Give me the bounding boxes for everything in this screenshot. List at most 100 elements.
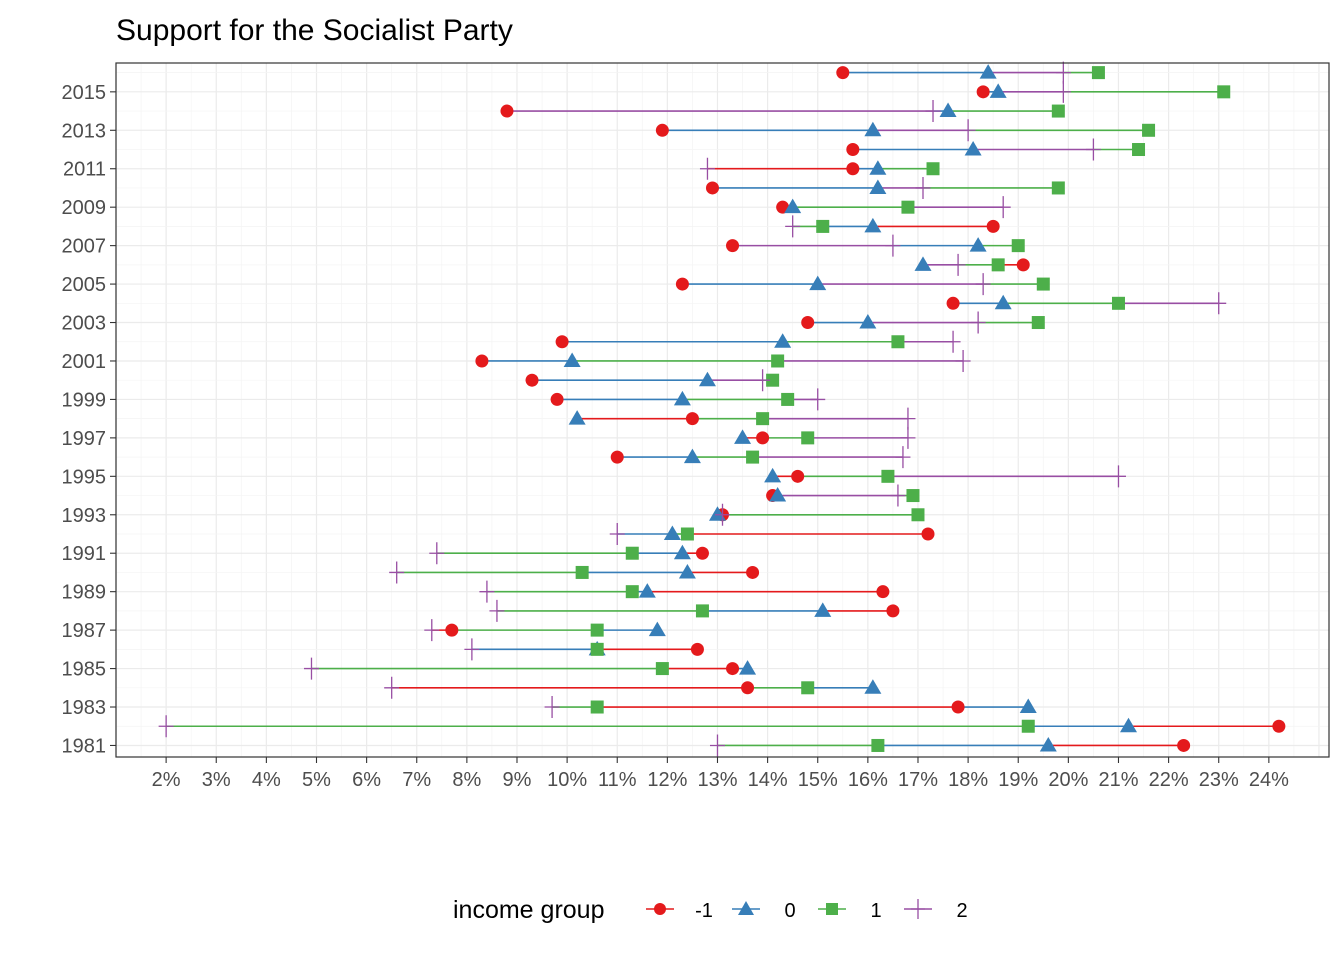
point-income-1 <box>695 604 709 618</box>
x-tick-label: 3% <box>202 769 231 791</box>
point-income-2 <box>715 503 730 526</box>
x-tick-label: 16% <box>848 769 888 791</box>
y-tick-label: 2015 <box>62 82 107 104</box>
point-income-1 <box>881 469 895 483</box>
point-income-minus1 <box>1272 719 1286 733</box>
point-income-0 <box>809 275 827 291</box>
point-income-2 <box>424 619 440 642</box>
point-income-0 <box>769 487 787 502</box>
x-axis: 2% 3% 4% 5% 6% 7% 8% 9% 10% 11% 12% 13% 14% 15% 16% 17%… <box>152 757 1289 791</box>
point-income-2 <box>945 330 961 353</box>
y-tick-label: 1999 <box>62 389 107 411</box>
y-tick-label: 2007 <box>62 236 107 258</box>
point-income-minus1 <box>846 143 860 157</box>
legend: income group -1 0 1 2 <box>453 896 968 924</box>
point-income-minus1 <box>445 623 459 637</box>
point-income-1 <box>1217 85 1231 99</box>
point-income-0 <box>563 352 581 367</box>
point-income-0 <box>774 333 792 348</box>
point-income-2 <box>885 234 901 257</box>
x-tick-label: 2% <box>152 769 181 791</box>
point-income-0 <box>568 410 586 425</box>
x-tick-label: 23% <box>1199 769 1239 791</box>
point-income-2 <box>785 215 801 238</box>
point-income-minus1 <box>756 431 770 445</box>
point-income-0 <box>869 179 887 194</box>
point-income-minus1 <box>550 392 564 406</box>
point-income-1 <box>766 373 780 387</box>
point-income-0 <box>864 121 882 137</box>
y-tick-label: 1989 <box>62 582 107 604</box>
point-income-0 <box>678 563 696 579</box>
point-income-2 <box>709 734 725 757</box>
y-tick-label: 1983 <box>62 697 107 719</box>
point-income-minus1 <box>791 469 805 483</box>
y-tick-label: 1997 <box>62 428 107 450</box>
x-tick-label: 7% <box>402 769 431 791</box>
point-income-1 <box>871 738 885 752</box>
point-income-1 <box>1111 296 1125 310</box>
y-tick-label: 2001 <box>62 351 107 373</box>
x-tick-label: 19% <box>998 769 1038 791</box>
point-income-minus1 <box>695 546 709 560</box>
point-income-2 <box>970 311 986 334</box>
x-tick-label: 4% <box>252 769 281 791</box>
point-income-minus1 <box>746 565 760 579</box>
point-income-0 <box>814 602 832 617</box>
plot-panel-border <box>115 62 1330 758</box>
point-income-0 <box>969 237 987 252</box>
x-tick-label: 22% <box>1149 769 1189 791</box>
point-income-2 <box>950 253 966 276</box>
point-income-1 <box>625 585 639 599</box>
point-income-0 <box>864 679 882 694</box>
point-income-minus1 <box>886 604 900 618</box>
point-income-1 <box>901 200 915 214</box>
point-income-0 <box>1120 717 1138 733</box>
point-income-minus1 <box>836 66 850 80</box>
point-income-minus1 <box>525 373 539 387</box>
point-income-minus1 <box>976 85 990 99</box>
point-income-0 <box>648 621 666 637</box>
chart-title: Support for the Socialist Party <box>116 14 513 47</box>
point-income-1 <box>1051 104 1065 118</box>
point-income-minus1 <box>726 662 740 676</box>
point-income-minus1 <box>846 162 860 176</box>
y-tick-label: 1993 <box>62 505 107 527</box>
point-income-2 <box>303 657 319 680</box>
y-tick-label: 1987 <box>62 620 107 642</box>
point-income-2 <box>384 676 400 699</box>
point-income-1 <box>746 450 760 464</box>
point-income-2 <box>1211 292 1227 315</box>
point-income-1 <box>590 623 604 637</box>
point-income-1 <box>1142 123 1156 137</box>
gridlines <box>115 63 1329 757</box>
point-income-2 <box>890 484 906 507</box>
point-income-minus1 <box>475 354 489 368</box>
point-income-1 <box>1036 277 1050 291</box>
x-tick-label: 24% <box>1249 769 1289 791</box>
y-tick-label: 2005 <box>62 274 107 296</box>
point-income-minus1 <box>946 296 960 310</box>
point-income-0 <box>698 371 716 387</box>
point-income-2 <box>1055 80 1071 103</box>
y-tick-label: 2011 <box>63 159 106 181</box>
point-income-minus1 <box>951 700 965 714</box>
x-tick-label: 6% <box>352 769 381 791</box>
point-income-1 <box>590 642 604 656</box>
point-income-0 <box>989 83 1007 98</box>
point-income-2 <box>900 426 916 449</box>
legend-item: -1 <box>646 900 713 922</box>
legend-label: 2 <box>956 900 967 922</box>
point-income-1 <box>1021 719 1035 733</box>
points <box>158 61 1286 757</box>
point-income-1 <box>926 162 940 176</box>
x-tick-label: 10% <box>547 769 587 791</box>
point-income-minus1 <box>741 681 755 695</box>
point-income-0 <box>964 141 982 156</box>
legend-label: 0 <box>784 900 795 922</box>
x-tick-label: 17% <box>898 769 938 791</box>
point-income-0 <box>784 198 802 214</box>
y-tick-label: 2013 <box>62 120 107 142</box>
point-income-minus1 <box>610 450 624 464</box>
